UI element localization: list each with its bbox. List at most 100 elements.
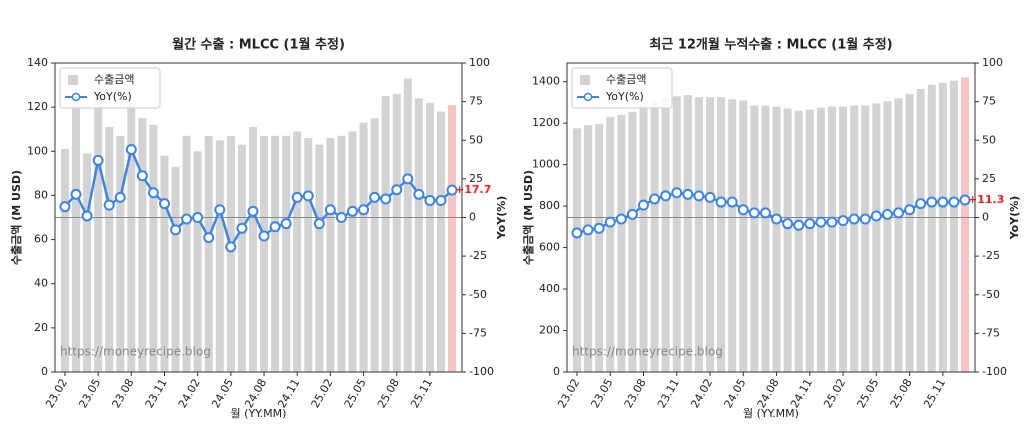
yoy-point [114, 191, 126, 203]
x-tick-label: 25.11 [408, 377, 435, 411]
yoy-point [291, 191, 303, 203]
yoy-point [626, 208, 638, 220]
bar [160, 155, 169, 372]
legend-marker [71, 92, 81, 102]
yoy-point [214, 204, 226, 216]
yoy-point [870, 210, 882, 222]
y2-tick-label: -25 [982, 249, 1000, 262]
bar [916, 88, 925, 372]
yoy-point [815, 216, 827, 228]
bar [805, 109, 814, 372]
bar [293, 131, 302, 372]
y2-tick-label: -100 [982, 365, 1007, 378]
yoy-point [793, 219, 805, 231]
x-tick-label: 23.11 [143, 377, 170, 411]
bar [717, 97, 726, 372]
y-tick-label: 0 [553, 365, 560, 378]
yoy-point [826, 216, 838, 228]
y-tick-label: 120 [27, 100, 48, 113]
bar [392, 93, 401, 373]
bar [883, 101, 892, 372]
x-tick-label: 24.08 [242, 377, 269, 411]
yoy-point [915, 198, 927, 210]
bar [894, 98, 903, 372]
watermark: https://moneyrecipe.blog [572, 345, 723, 359]
bar [204, 135, 213, 372]
yoy-point [571, 227, 583, 239]
yoy-point [335, 212, 347, 223]
bar [414, 98, 423, 373]
legend-label: 수출금액 [94, 73, 134, 86]
yoy-point [759, 207, 771, 219]
bar [938, 82, 947, 372]
bar [138, 118, 147, 372]
yoy-point [258, 230, 270, 242]
yoy-point [937, 196, 949, 208]
x-tick-label: 24.02 [688, 377, 715, 411]
yoy-point [402, 173, 414, 185]
yoy-point [726, 196, 738, 208]
yoy-point [358, 204, 370, 216]
yoy-point [324, 204, 336, 216]
chart-title: 월간 수출 : MLCC (1월 추정) [172, 37, 345, 53]
yoy-point [81, 210, 93, 222]
yoy-point [837, 215, 849, 227]
bar [248, 127, 257, 372]
y2-tick-label: 0 [469, 211, 476, 224]
y2-tick-label: 50 [469, 133, 483, 146]
yoy-point [380, 193, 392, 205]
x-tick-label: 23.05 [588, 377, 615, 411]
bar [827, 106, 836, 372]
x-tick-label: 24.02 [176, 377, 203, 411]
yoy-point [158, 198, 170, 210]
x-tick-label: 23.02 [555, 377, 582, 411]
bar [193, 151, 202, 372]
value-label: +17.7 [455, 183, 491, 196]
bar [706, 97, 715, 372]
yoy-point [682, 188, 694, 200]
yoy-point [424, 195, 436, 207]
bar [72, 93, 80, 373]
panel: 월간 수출 : MLCC (1월 추정) https://moneyrecipe.… [9, 37, 508, 421]
y2-axis-label: YoY(%) [495, 196, 508, 241]
yoy-point [391, 184, 403, 196]
bar [437, 111, 445, 373]
chart-title: 최근 12개월 누적수출 : MLCC (1월 추정) [649, 37, 892, 53]
yoy-point [203, 232, 215, 244]
yoy-point [59, 201, 71, 213]
y2-tick-label: 75 [469, 95, 483, 108]
yoy-point [181, 213, 193, 225]
bar [617, 114, 626, 372]
bar [628, 111, 637, 373]
yoy-point [704, 191, 716, 203]
x-tick-label: 24.08 [755, 377, 782, 411]
y2-tick-label: 25 [982, 172, 996, 185]
yoy-point [269, 221, 281, 233]
yoy-point [615, 213, 627, 225]
x-tick-label: 23.02 [43, 377, 70, 411]
yoy-point [125, 144, 137, 156]
bar [94, 93, 103, 373]
y-tick-label: 400 [539, 282, 560, 295]
bar [572, 128, 581, 372]
yoy-point [313, 218, 325, 230]
bar [639, 105, 648, 372]
yoy-point [782, 218, 794, 230]
bar [127, 102, 136, 372]
legend-label: YoY(%) [605, 90, 644, 103]
yoy-point [748, 207, 760, 219]
bar [761, 105, 770, 372]
bar [816, 107, 825, 372]
yoy-point [671, 187, 683, 199]
y2-tick-label: -100 [469, 365, 494, 378]
x-tick-label: 25.05 [855, 377, 882, 411]
y-tick-label: 200 [539, 324, 560, 337]
x-tick-label: 23.11 [655, 377, 682, 411]
bar [794, 110, 803, 372]
x-axis-label: 월 (YY.MM) [231, 407, 287, 420]
bar [772, 106, 781, 372]
y-tick-label: 140 [27, 56, 48, 69]
bar [381, 96, 390, 372]
bar [337, 135, 346, 372]
